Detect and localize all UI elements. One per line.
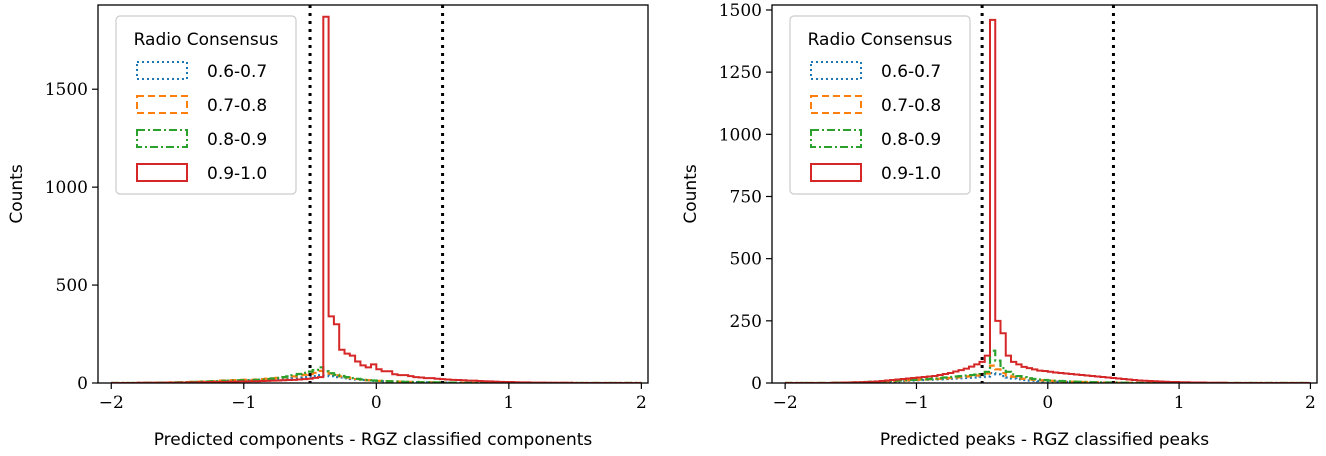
legend-title: Radio Consensus — [808, 30, 953, 50]
x-tick-label: −1 — [231, 393, 256, 413]
legend-box — [115, 15, 297, 195]
legend-swatch-0.7-0.8 — [136, 95, 188, 114]
y-axis-label: Counts — [681, 164, 701, 223]
x-tick-label: 2 — [1305, 393, 1316, 413]
legend-label-0.9-1.0: 0.9-1.0 — [207, 164, 267, 184]
legend: Radio Consensus 0.6-0.7 0.7-0.8 0.8-0.9 0.9-… — [115, 15, 297, 195]
histogram-series-0.7-0.8 — [785, 364, 1311, 383]
y-tick-label: 1000 — [719, 125, 762, 145]
y-tick-label: 0 — [751, 374, 762, 394]
y-tick-label: 1500 — [719, 1, 762, 21]
y-tick-label: 750 — [730, 187, 762, 207]
legend-box — [789, 15, 971, 195]
y-tick-label: 500 — [730, 250, 762, 270]
legend: Radio Consensus 0.6-0.7 0.7-0.8 0.8-0.9 0.9-… — [789, 15, 971, 195]
legend-swatch-0.6-0.7 — [810, 61, 862, 80]
chart-panel-2: −2 −1 0 1 2 0 250 500 750 1000 1250 1500 Predicted p… — [681, 1, 1318, 450]
legend-swatch-0.7-0.8 — [810, 95, 862, 114]
x-tick-label: 2 — [636, 393, 647, 413]
y-tick-label: 500 — [56, 276, 88, 296]
y-tick-label: 0 — [77, 374, 88, 394]
plot-area — [785, 5, 1311, 383]
legend-label-0.9-1.0: 0.9-1.0 — [881, 164, 941, 184]
histogram-series-0.8-0.9 — [785, 349, 1311, 383]
legend-label-0.7-0.8: 0.7-0.8 — [207, 96, 267, 116]
legend-label-0.7-0.8: 0.7-0.8 — [881, 96, 941, 116]
legend-swatch-0.9-1.0 — [810, 163, 862, 182]
legend-swatch-0.9-1.0 — [136, 163, 188, 182]
x-tick-label: −2 — [773, 393, 798, 413]
legend-swatch-0.8-0.9 — [810, 129, 862, 148]
histogram-series-0.9-1.0 — [785, 18, 1311, 383]
y-axis-label: Counts — [7, 164, 27, 223]
legend-label-0.6-0.7: 0.6-0.7 — [881, 62, 941, 82]
legend-swatch-0.6-0.7 — [136, 61, 188, 80]
axes-frame — [97, 4, 649, 384]
y-tick-label: 250 — [730, 312, 762, 332]
x-axis-label: Predicted components - RGZ classified co… — [154, 430, 593, 450]
x-tick-label: 1 — [503, 393, 514, 413]
axes-frame — [771, 4, 1318, 384]
legend-label-0.8-0.9: 0.8-0.9 — [207, 130, 267, 150]
x-tick-label: 1 — [1174, 393, 1185, 413]
x-tick-label: 0 — [1042, 393, 1053, 413]
chart-panel-1: −2 −1 0 1 2 0 500 1000 1500 Predicted components … — [7, 4, 649, 450]
y-tick-label: 1250 — [719, 63, 762, 83]
legend-swatch-0.8-0.9 — [136, 129, 188, 148]
y-tick-label: 1000 — [45, 178, 88, 198]
legend-title: Radio Consensus — [134, 30, 279, 50]
x-tick-label: −2 — [99, 393, 124, 413]
x-tick-label: −1 — [904, 393, 929, 413]
legend-label-0.8-0.9: 0.8-0.9 — [881, 130, 941, 150]
legend-label-0.6-0.7: 0.6-0.7 — [207, 62, 267, 82]
x-tick-label: 0 — [371, 393, 382, 413]
x-axis-label: Predicted peaks - RGZ classified peaks — [880, 430, 1209, 450]
y-tick-label: 1500 — [45, 80, 88, 100]
